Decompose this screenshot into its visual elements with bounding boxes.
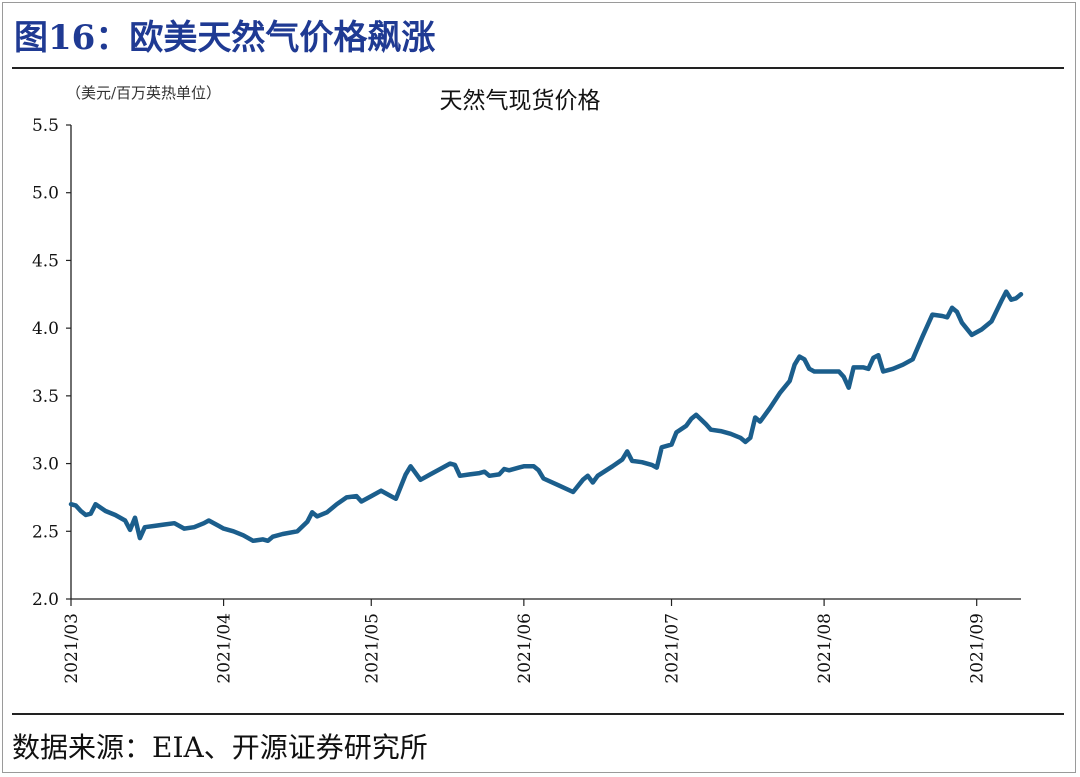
y-tick-label: 2.0 xyxy=(32,590,59,610)
y-tick-label: 2.5 xyxy=(32,522,59,542)
x-tick-label: 2021/04 xyxy=(215,613,235,684)
x-tick-label: 2021/03 xyxy=(62,613,82,684)
figure-title: 图16：欧美天然气价格飙涨 xyxy=(14,18,436,58)
title-rule xyxy=(12,67,1064,69)
x-tick-label: 2021/06 xyxy=(515,613,535,684)
y-tick-label: 3.0 xyxy=(32,455,59,475)
source-rule xyxy=(12,713,1064,715)
y-tick-label: 4.5 xyxy=(32,251,59,271)
x-tick-label: 2021/07 xyxy=(663,613,683,684)
y-tick-label: 3.5 xyxy=(32,387,59,407)
y-tick-label: 5.5 xyxy=(32,116,59,136)
source-note: 数据来源：EIA、开源证券研究所 xyxy=(12,731,428,764)
chart-title: 天然气现货价格 xyxy=(440,88,601,114)
x-tick-label: 2021/05 xyxy=(362,613,382,684)
axes: 2.0 2.5 3.0 3.5 4.0 4.5 5.0 5.5 2021/03 2021/04 20… xyxy=(32,116,1021,684)
y-tick-label: 5.0 xyxy=(32,184,59,204)
y-tick-label: 4.0 xyxy=(32,319,59,339)
series-line-0 xyxy=(68,289,1024,544)
x-tick-label: 2021/09 xyxy=(968,613,988,684)
series xyxy=(68,289,1024,544)
x-tick-label: 2021/08 xyxy=(815,613,835,684)
unit-label: （美元/百万英热单位） xyxy=(66,84,221,102)
